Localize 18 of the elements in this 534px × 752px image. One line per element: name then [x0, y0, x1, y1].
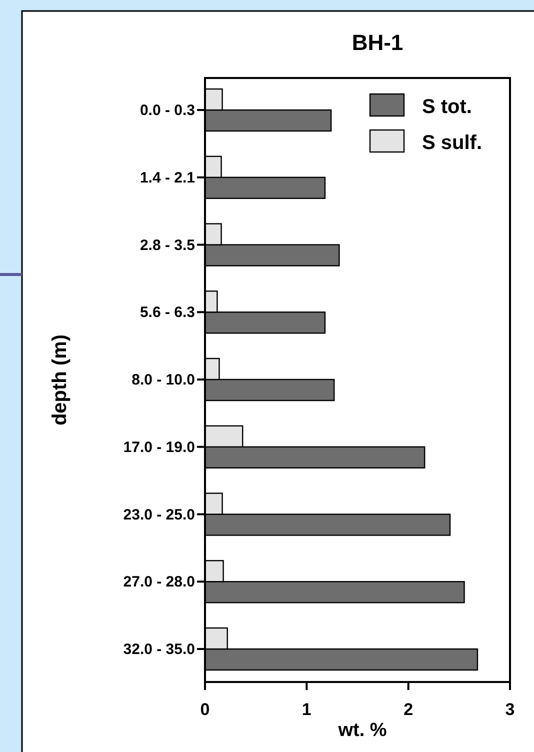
x-tick-label: 3: [505, 700, 515, 719]
y-tick-label: 0.0 - 0.3: [140, 102, 195, 119]
x-tick-label: 0: [200, 700, 210, 719]
y-tick-label: 2.8 - 3.5: [140, 236, 195, 254]
legend-label: S sulf.: [422, 132, 482, 154]
y-tick-label: 27.0 - 28.0: [123, 574, 195, 591]
x-axis-title: wt. %: [337, 720, 387, 741]
y-tick-label: 17.0 - 19.0: [123, 438, 195, 456]
y-tick-label: 23.0 - 25.0: [123, 506, 195, 524]
y-tick-label: 1.4 - 2.1: [140, 169, 195, 186]
x-tick-label: 2: [404, 700, 414, 719]
chart-title: BH-1: [352, 30, 404, 55]
legend-label: S tot.: [422, 96, 472, 118]
y-axis-title: depth (m): [49, 334, 71, 426]
y-tick-label: 5.6 - 6.3: [140, 304, 195, 322]
x-tick-label: 1: [302, 700, 312, 719]
y-tick-label: 8.0 - 10.0: [132, 372, 195, 388]
y-tick-label: 32.0 - 35.0: [123, 641, 195, 658]
